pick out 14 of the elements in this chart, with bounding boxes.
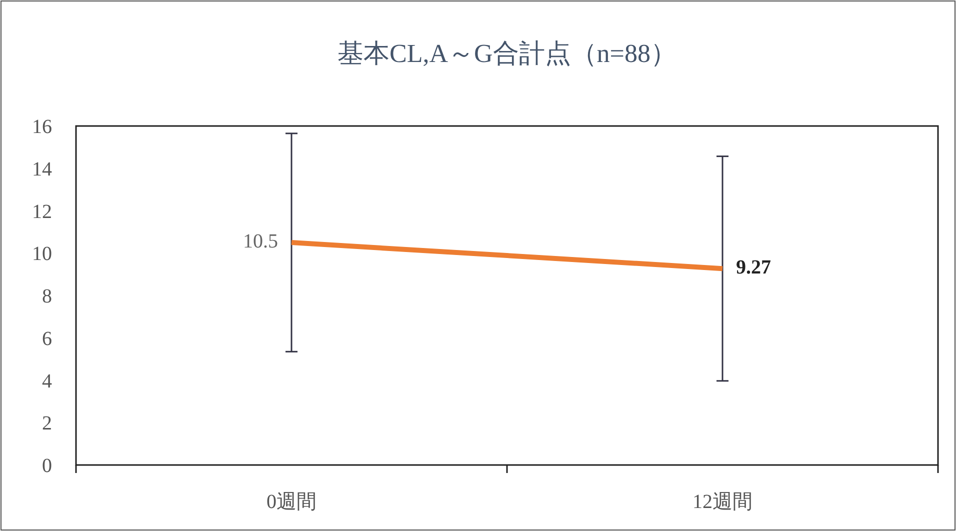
data-label: 9.27 bbox=[736, 256, 771, 279]
y-tick-label: 10 bbox=[32, 243, 52, 266]
y-tick-label: 4 bbox=[42, 370, 52, 392]
data-label: 10.5 bbox=[243, 230, 278, 253]
chart-title: 基本CL,A～G合計点（n=88） bbox=[338, 39, 676, 68]
y-tick-label: 2 bbox=[42, 412, 52, 435]
y-tick-label: 6 bbox=[42, 328, 52, 350]
y-tick-label: 8 bbox=[42, 286, 52, 308]
y-tick-label: 0 bbox=[42, 455, 52, 477]
x-tick-label: 0週間 bbox=[266, 491, 316, 513]
y-tick-label: 14 bbox=[32, 158, 52, 180]
x-tick-label: 12週間 bbox=[692, 491, 752, 513]
y-tick-label: 12 bbox=[32, 200, 52, 223]
y-tick-label: 16 bbox=[32, 116, 52, 138]
